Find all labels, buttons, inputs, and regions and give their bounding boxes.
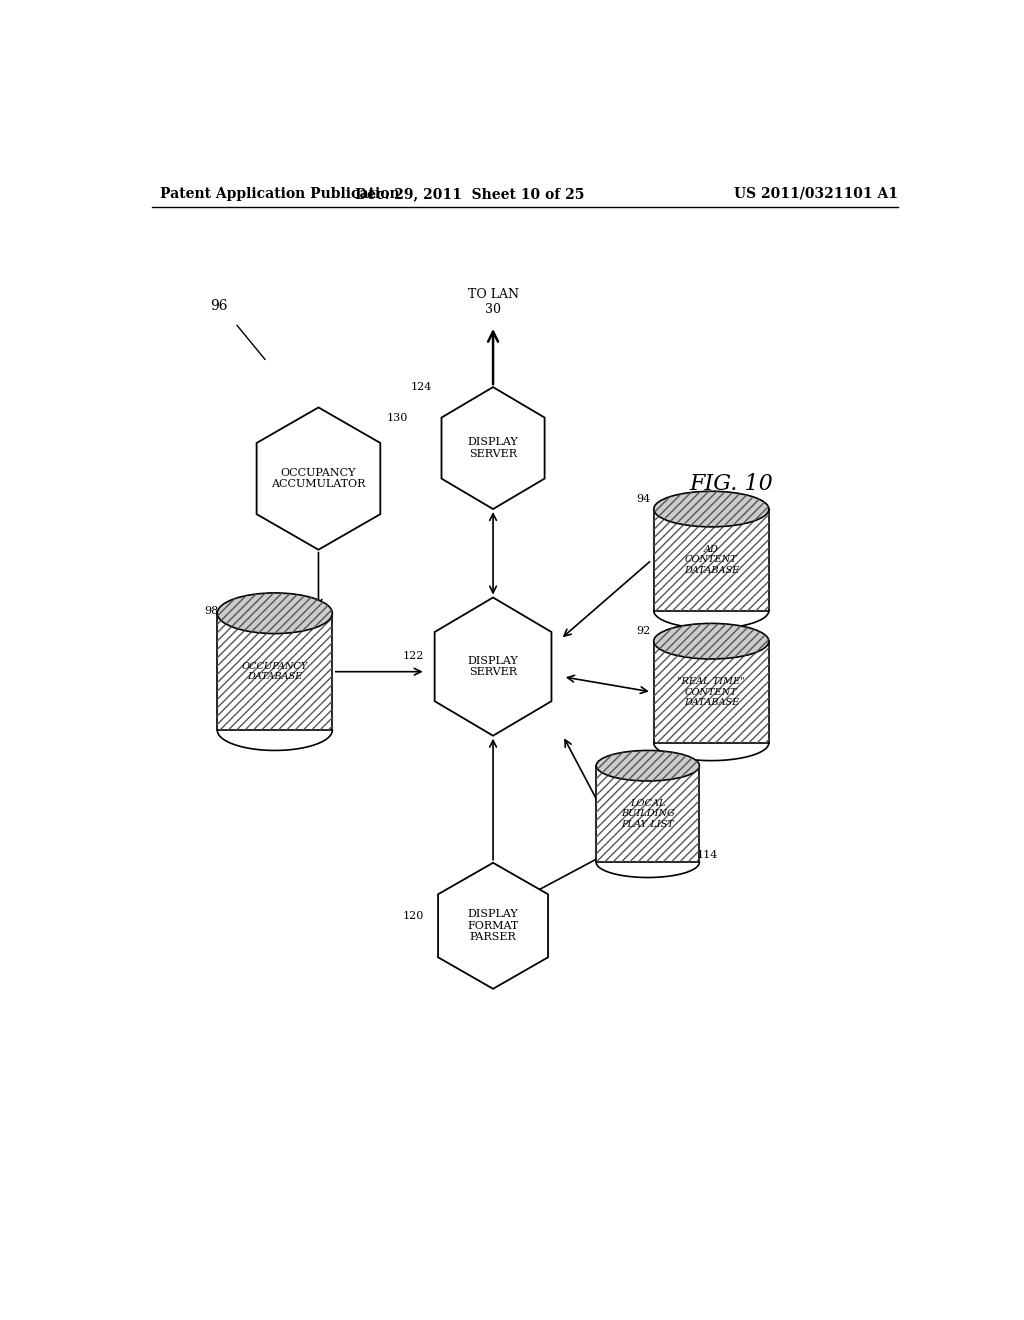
Text: 98: 98 [204,606,218,615]
Polygon shape [438,863,548,989]
Text: 130: 130 [387,413,409,422]
Ellipse shape [653,491,769,527]
Ellipse shape [653,623,769,659]
Bar [653,510,769,611]
Text: AD
CONTENT
DATABASE: AD CONTENT DATABASE [684,545,739,574]
Text: LOCAL
BUILDING
PLAY LIST: LOCAL BUILDING PLAY LIST [621,799,675,829]
Text: DISPLAY
SERVER: DISPLAY SERVER [468,656,518,677]
Text: 96: 96 [211,298,228,313]
Bar [653,510,769,611]
Text: 92: 92 [637,626,651,636]
Text: DISPLAY
SERVER: DISPLAY SERVER [468,437,518,459]
Bar [217,614,333,730]
Bar [596,766,699,862]
Text: TO LAN
30: TO LAN 30 [468,288,518,315]
Bar [217,614,333,730]
Text: Dec. 29, 2011  Sheet 10 of 25: Dec. 29, 2011 Sheet 10 of 25 [354,187,584,201]
Text: Patent Application Publication: Patent Application Publication [160,187,399,201]
Ellipse shape [596,751,699,781]
Text: 94: 94 [637,494,651,504]
Ellipse shape [217,593,333,634]
Bar [596,766,699,862]
Text: US 2011/0321101 A1: US 2011/0321101 A1 [734,187,898,201]
Polygon shape [441,387,545,510]
Text: 122: 122 [403,652,424,661]
Text: OCCUPANCY
DATABASE: OCCUPANCY DATABASE [242,663,308,681]
Text: FIG. 10: FIG. 10 [689,473,773,495]
Polygon shape [257,408,380,549]
Bar [653,642,769,743]
Text: DISPLAY
FORMAT
PARSER: DISPLAY FORMAT PARSER [467,909,519,942]
Text: 120: 120 [403,911,424,920]
Text: 124: 124 [411,381,432,392]
Text: OCCUPANCY
ACCUMULATOR: OCCUPANCY ACCUMULATOR [271,467,366,490]
Bar [653,642,769,743]
Polygon shape [434,598,552,735]
Text: "REAL TIME"
CONTENT
DATABASE: "REAL TIME" CONTENT DATABASE [678,677,745,708]
Text: 114: 114 [696,850,718,859]
